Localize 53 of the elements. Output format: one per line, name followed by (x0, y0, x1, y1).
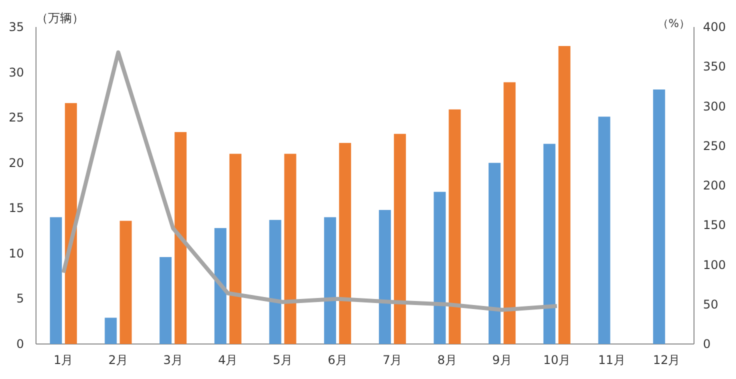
y-tick-label: 10 (8, 246, 24, 260)
y-tick-label: 25 (8, 110, 24, 125)
y-tick-label: 30 (8, 65, 24, 80)
y2-tick-label: 400 (703, 20, 726, 34)
bar (504, 82, 516, 344)
y-tick-label: 5 (16, 292, 24, 306)
x-tick-label: 5月 (272, 353, 293, 367)
y2-tick-label: 50 (703, 297, 718, 312)
x-tick-label: 11月 (598, 353, 626, 367)
y-tick-label: 0 (16, 337, 24, 351)
bar (104, 318, 117, 344)
bar (434, 192, 446, 344)
bar (598, 116, 610, 344)
x-tick-label: 1月 (54, 353, 74, 367)
y2-tick-label: 150 (703, 218, 726, 232)
y2-tick-label: 250 (703, 138, 726, 153)
bar (174, 132, 187, 344)
x-tick-label: 3月 (163, 353, 183, 367)
bar (214, 228, 226, 344)
bar (229, 154, 242, 344)
y-tick-label: 35 (8, 20, 24, 34)
y2-tick-label: 200 (703, 178, 726, 192)
x-tick-label: 7月 (382, 353, 402, 367)
y2-tick-label: 300 (703, 99, 726, 114)
bar (269, 220, 282, 344)
y-tick-label: 20 (8, 156, 24, 170)
bar (543, 144, 556, 344)
bar (120, 220, 132, 344)
bar (448, 109, 461, 344)
bar (653, 89, 666, 344)
y-tick-label: 15 (8, 201, 24, 216)
bar (558, 46, 570, 344)
x-tick-label: 8月 (437, 353, 458, 367)
x-tick-label: 2月 (108, 353, 128, 367)
bar (378, 210, 391, 344)
y2-tick-label: 350 (703, 60, 726, 74)
bar (339, 142, 352, 344)
bar (488, 162, 501, 344)
x-tick-label: 6月 (328, 353, 348, 367)
bar (284, 154, 296, 344)
x-tick-label: 12月 (652, 353, 680, 367)
bar (394, 134, 406, 344)
bar (324, 217, 336, 344)
bar (160, 257, 172, 344)
y-axis-title: （万辆） (36, 11, 84, 25)
y2-tick-label: 100 (703, 258, 726, 272)
x-tick-label: 4月 (218, 353, 238, 367)
bar (50, 217, 62, 344)
bar (64, 103, 77, 344)
x-tick-label: 9月 (492, 353, 512, 367)
x-tick-label: 10月 (543, 353, 571, 367)
y2-axis-title: （%） (658, 17, 690, 30)
y2-tick-label: 0 (703, 337, 711, 351)
